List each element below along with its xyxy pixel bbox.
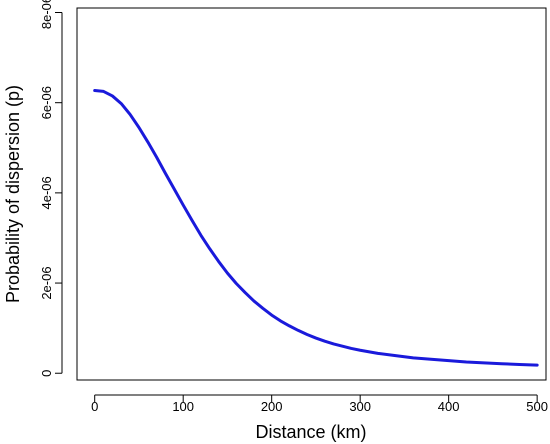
- y-tick-label: 2e-06: [39, 266, 54, 299]
- series-line-0: [93, 89, 539, 367]
- series-layer: [93, 89, 539, 367]
- y-axis-label: Probability of dispersion (p): [3, 85, 23, 303]
- y-tick-label: 6e-06: [39, 86, 54, 119]
- x-tick-label: 100: [172, 399, 194, 414]
- y-tick-label: 8e-06: [39, 0, 54, 29]
- x-tick-label: 0: [91, 399, 98, 414]
- y-axis: 0 2e-06 4e-06 6e-06 8e-06: [39, 0, 63, 377]
- x-axis: 0 100 200 300 400 500: [91, 394, 548, 414]
- x-axis-label: Distance (km): [255, 422, 366, 442]
- plot-area-frame: [76, 7, 547, 381]
- x-tick-label: 400: [438, 399, 460, 414]
- y-tick-label: 4e-06: [39, 176, 54, 209]
- x-tick-label: 500: [526, 399, 548, 414]
- x-tick-label: 200: [261, 399, 283, 414]
- y-tick-label: 0: [39, 370, 54, 377]
- x-tick-label: 300: [349, 399, 371, 414]
